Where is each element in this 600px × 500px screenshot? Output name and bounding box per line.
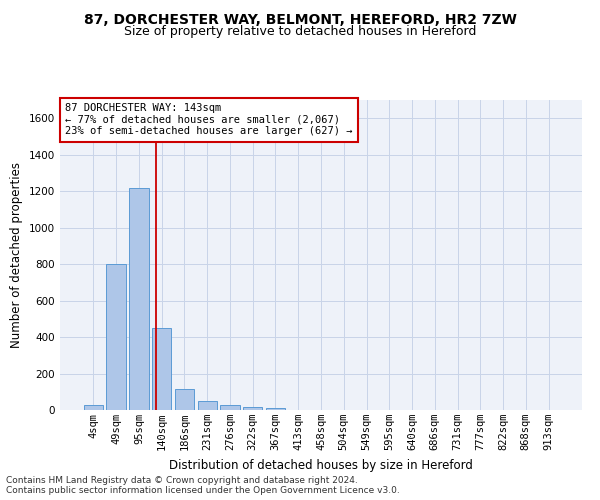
Text: Contains public sector information licensed under the Open Government Licence v3: Contains public sector information licen… xyxy=(6,486,400,495)
Text: Contains HM Land Registry data © Crown copyright and database right 2024.: Contains HM Land Registry data © Crown c… xyxy=(6,476,358,485)
Bar xyxy=(129,188,149,410)
Bar xyxy=(84,406,103,410)
Text: 87, DORCHESTER WAY, BELMONT, HEREFORD, HR2 7ZW: 87, DORCHESTER WAY, BELMONT, HEREFORD, H… xyxy=(83,12,517,26)
Text: 87 DORCHESTER WAY: 143sqm
← 77% of detached houses are smaller (2,067)
23% of se: 87 DORCHESTER WAY: 143sqm ← 77% of detac… xyxy=(65,103,353,136)
Bar xyxy=(197,401,217,410)
Text: Size of property relative to detached houses in Hereford: Size of property relative to detached ho… xyxy=(124,25,476,38)
Bar xyxy=(175,389,194,410)
X-axis label: Distribution of detached houses by size in Hereford: Distribution of detached houses by size … xyxy=(169,458,473,471)
Bar xyxy=(220,405,239,410)
Bar xyxy=(152,328,172,410)
Y-axis label: Number of detached properties: Number of detached properties xyxy=(10,162,23,348)
Bar xyxy=(243,406,262,410)
Bar xyxy=(106,264,126,410)
Bar xyxy=(266,408,285,410)
